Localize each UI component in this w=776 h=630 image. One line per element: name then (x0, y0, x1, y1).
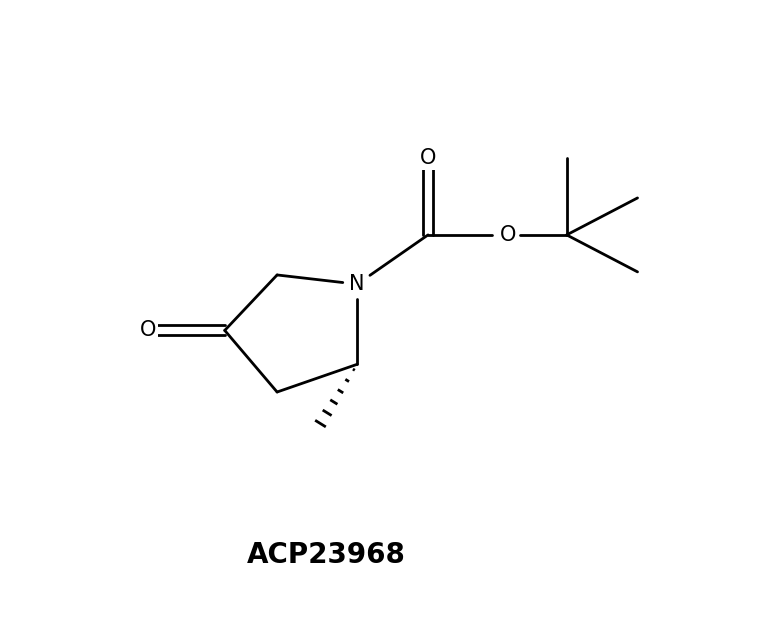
Text: O: O (140, 321, 156, 340)
Text: N: N (349, 274, 365, 294)
Text: ACP23968: ACP23968 (247, 541, 406, 570)
Text: O: O (500, 225, 516, 245)
Text: O: O (420, 148, 436, 168)
